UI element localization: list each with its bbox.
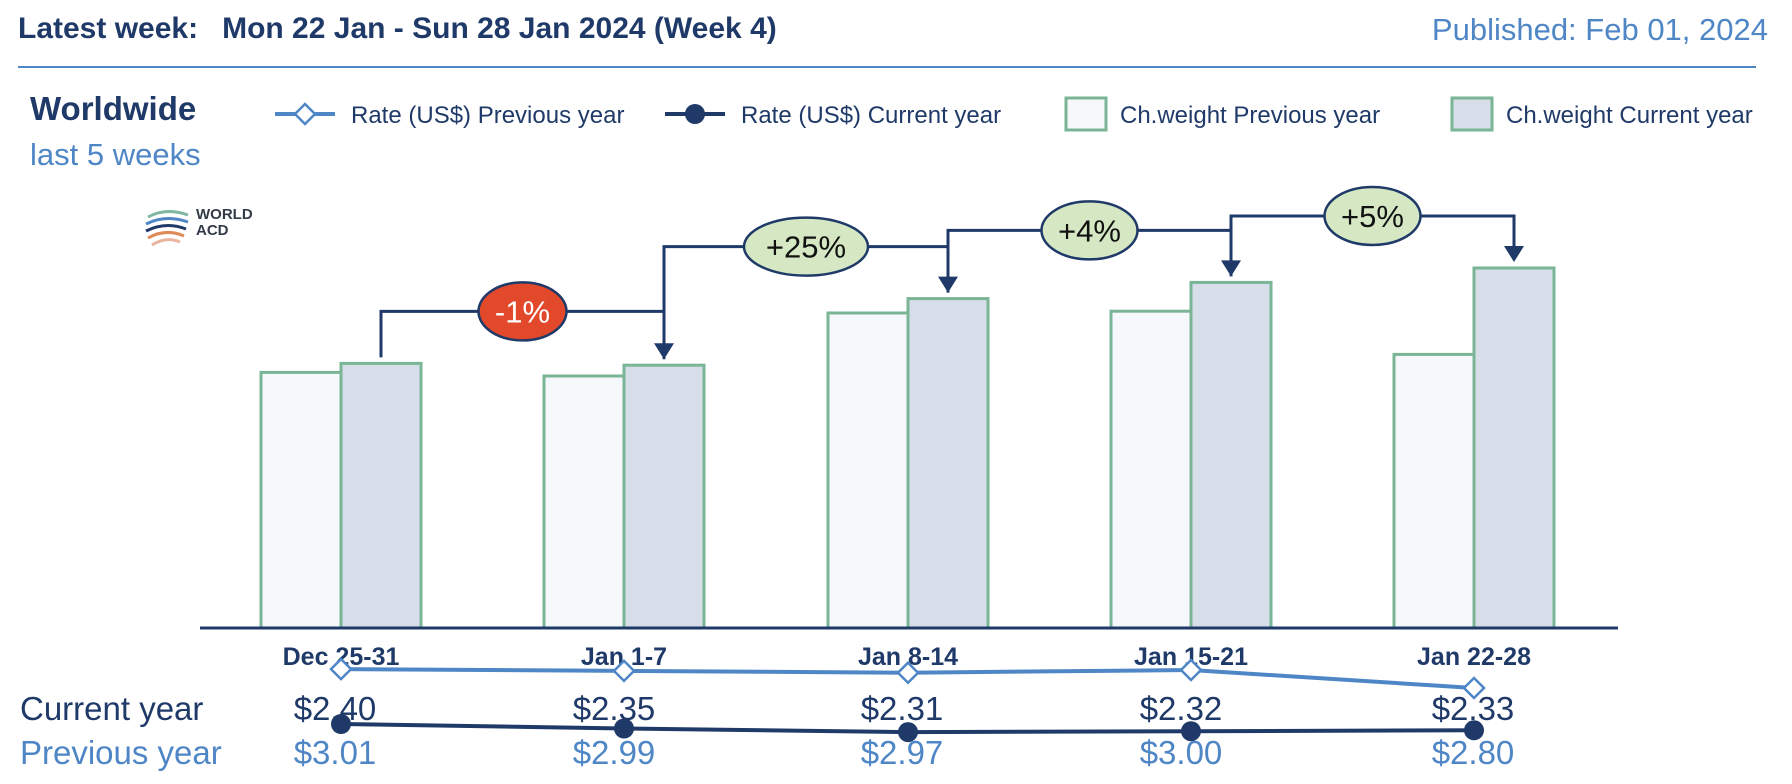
point-rate-previous-year	[1179, 658, 1203, 682]
point-rate-current-year	[1464, 720, 1484, 741]
previous-value-cell: $2.80	[1431, 734, 1515, 771]
x-tick-label: Jan 22-28	[1417, 643, 1531, 671]
published-date: Published: Feb 01, 2024	[1431, 12, 1768, 47]
legend-label-rate-prev: Rate (US$) Previous year	[351, 102, 624, 129]
point-rate-previous-year	[1462, 676, 1486, 700]
previous-value-cell: $3.01	[293, 734, 377, 771]
bar-weight-previous-year	[826, 311, 910, 630]
current-value-cell: $2.31	[860, 690, 944, 727]
bar-weight-previous-year	[542, 374, 626, 630]
previous-value-cell: $2.97	[860, 734, 944, 771]
bar-weight-current-year	[1189, 280, 1273, 630]
legend-weight-cur-swatch-icon	[1450, 96, 1494, 132]
change-label: +4%	[1058, 213, 1121, 248]
point-rate-current-year	[331, 714, 351, 734]
change-label: -1%	[495, 294, 550, 329]
point-rate-current-year	[1181, 721, 1201, 742]
previous-year-row-label: Previous year	[20, 734, 222, 771]
previous-value-cell: $3.00	[1139, 734, 1223, 771]
change-label: +25%	[766, 230, 846, 265]
bar-weight-previous-year	[1109, 309, 1193, 630]
legend-rate-prev-diamond-icon	[293, 102, 317, 126]
point-rate-previous-year	[329, 657, 353, 681]
logo-text: WORLD ACD	[196, 207, 253, 239]
legend-label-weight-cur: Ch.weight Current year	[1506, 102, 1753, 129]
change-badge	[1323, 185, 1422, 247]
current-value-cell: $2.35	[572, 690, 656, 727]
previous-value-cell: $2.99	[572, 734, 656, 771]
logo-text-line1: WORLD	[196, 206, 253, 223]
legend-label-rate-cur: Rate (US$) Current year	[741, 102, 1001, 129]
point-rate-previous-year	[896, 660, 920, 685]
bar-weight-previous-year	[259, 370, 343, 630]
world-acd-logo: WORLD ACD	[144, 203, 274, 251]
region-title: Worldwide	[30, 90, 197, 127]
legend-weight-prev-swatch-icon	[1064, 96, 1108, 132]
current-value-cell: $2.40	[293, 690, 377, 727]
point-rate-current-year	[614, 718, 634, 739]
latest-week-header: Latest week: Mon 22 Jan - Sun 28 Jan 2024…	[18, 12, 777, 46]
logo-swirl-icon	[145, 210, 189, 247]
bar-weight-current-year	[622, 363, 706, 630]
change-badge	[1040, 200, 1139, 261]
latest-week-label: Latest week:	[18, 12, 199, 45]
point-rate-current-year	[898, 722, 918, 743]
bar-weight-current-year	[1472, 266, 1556, 630]
bar-weight-current-year	[339, 361, 423, 630]
header-divider	[18, 66, 1756, 68]
change-arrow-icon	[1504, 246, 1524, 262]
point-rate-previous-year	[612, 659, 636, 683]
bar-weight-current-year	[906, 297, 990, 630]
current-value-cell: $2.33	[1431, 690, 1515, 727]
change-badge	[742, 216, 870, 277]
region-subtitle: last 5 weeks	[30, 137, 201, 172]
logo-text-line2: ACD	[196, 222, 229, 239]
change-badge	[477, 281, 568, 342]
current-value-cell: $2.32	[1139, 690, 1223, 727]
bar-weight-previous-year	[1392, 352, 1476, 630]
legend-label-weight-prev: Ch.weight Previous year	[1120, 102, 1380, 129]
legend-rate-cur-dot-icon	[685, 104, 705, 124]
change-label: +5%	[1341, 199, 1404, 234]
latest-week-value: Mon 22 Jan - Sun 28 Jan 2024 (Week 4)	[222, 12, 777, 45]
current-year-row-label: Current year	[20, 690, 204, 727]
